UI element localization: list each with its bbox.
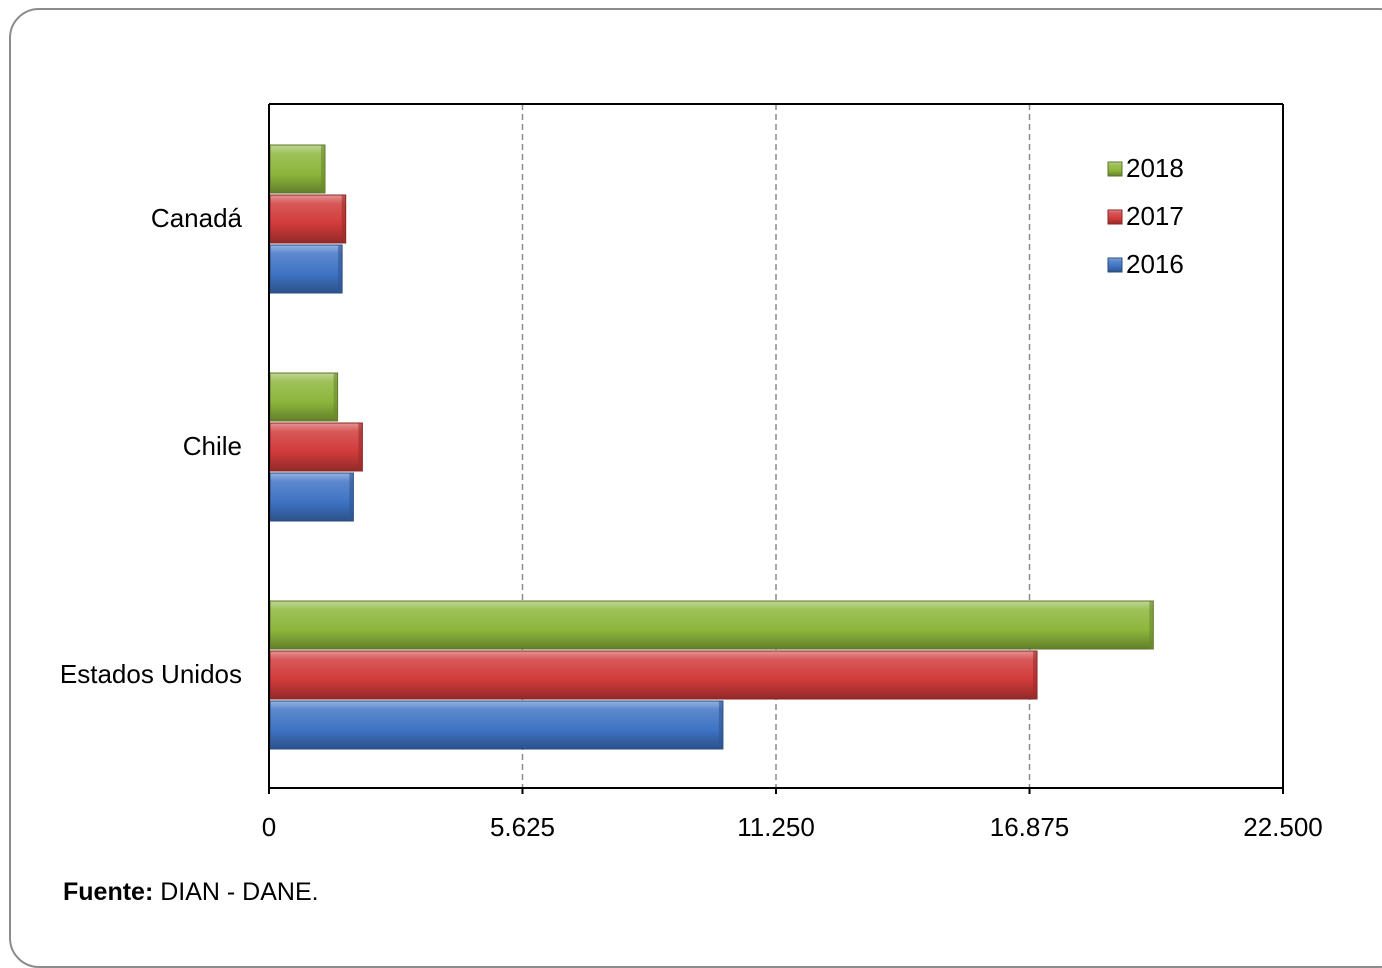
chart-frame xyxy=(9,8,1382,968)
source-label: Fuente: xyxy=(63,878,154,906)
bar-edge xyxy=(341,195,346,243)
legend-swatch-2018 xyxy=(1107,161,1123,177)
axes xyxy=(268,103,1284,794)
bar-estados-unidos-2018 xyxy=(269,600,1154,650)
x-tick-label: 11.250 xyxy=(737,812,815,842)
legend: 2018 2017 2016 xyxy=(1107,153,1184,279)
x-tick-label: 22.500 xyxy=(1243,812,1323,842)
source-note: Fuente: DIAN - DANE. xyxy=(63,878,319,907)
x-tick-label: 0 xyxy=(262,812,276,842)
x-tick-label: 5.625 xyxy=(490,812,555,842)
bar-chile-2018 xyxy=(269,372,339,422)
bar-edge xyxy=(358,423,363,471)
bar-estados-unidos-2016 xyxy=(269,700,724,750)
legend-label-2018: 2018 xyxy=(1126,153,1184,183)
labels: Estados Unidos Chile Canadá 0 5.625 11.250 16.… xyxy=(60,203,1323,842)
source-text: DIAN - DANE. xyxy=(153,878,319,906)
bar-edge xyxy=(338,245,343,293)
x-tick-label: 16.875 xyxy=(990,812,1070,842)
category-label: Estados Unidos xyxy=(60,659,242,689)
legend-swatch-2017 xyxy=(1107,209,1123,225)
bar-edge xyxy=(320,145,325,193)
bar-edge xyxy=(349,473,354,521)
legend-label-2017: 2017 xyxy=(1126,201,1184,231)
bar-edge xyxy=(1033,651,1038,699)
bar-canadá-2018 xyxy=(269,144,326,194)
legend-swatch-2016 xyxy=(1107,257,1123,273)
legend-label-2016: 2016 xyxy=(1126,249,1184,279)
bar-edge xyxy=(718,701,723,749)
bar-chile-2017 xyxy=(269,422,363,472)
bar-chart: Estados Unidos Chile Canadá 0 5.625 11.250 16.… xyxy=(60,103,1323,842)
bar-edge xyxy=(333,373,338,421)
category-label: Chile xyxy=(183,431,242,461)
bar-canadá-2017 xyxy=(269,194,347,244)
bar-canadá-2016 xyxy=(269,244,343,294)
bar-chile-2016 xyxy=(269,472,354,522)
bars xyxy=(269,144,1154,750)
bar-estados-unidos-2017 xyxy=(269,650,1038,700)
category-label: Canadá xyxy=(151,203,243,233)
bar-edge xyxy=(1149,601,1154,649)
